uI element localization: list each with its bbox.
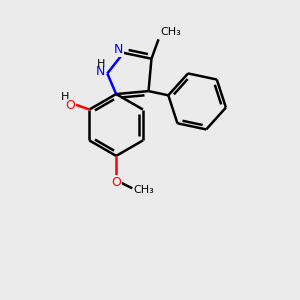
Text: H: H [61,92,70,102]
Text: N: N [96,65,106,79]
Text: O: O [65,99,75,112]
Text: N: N [113,44,123,56]
Text: H: H [97,59,105,69]
Text: CH₃: CH₃ [160,27,181,37]
Text: CH₃: CH₃ [134,185,154,195]
Text: O: O [111,176,121,189]
